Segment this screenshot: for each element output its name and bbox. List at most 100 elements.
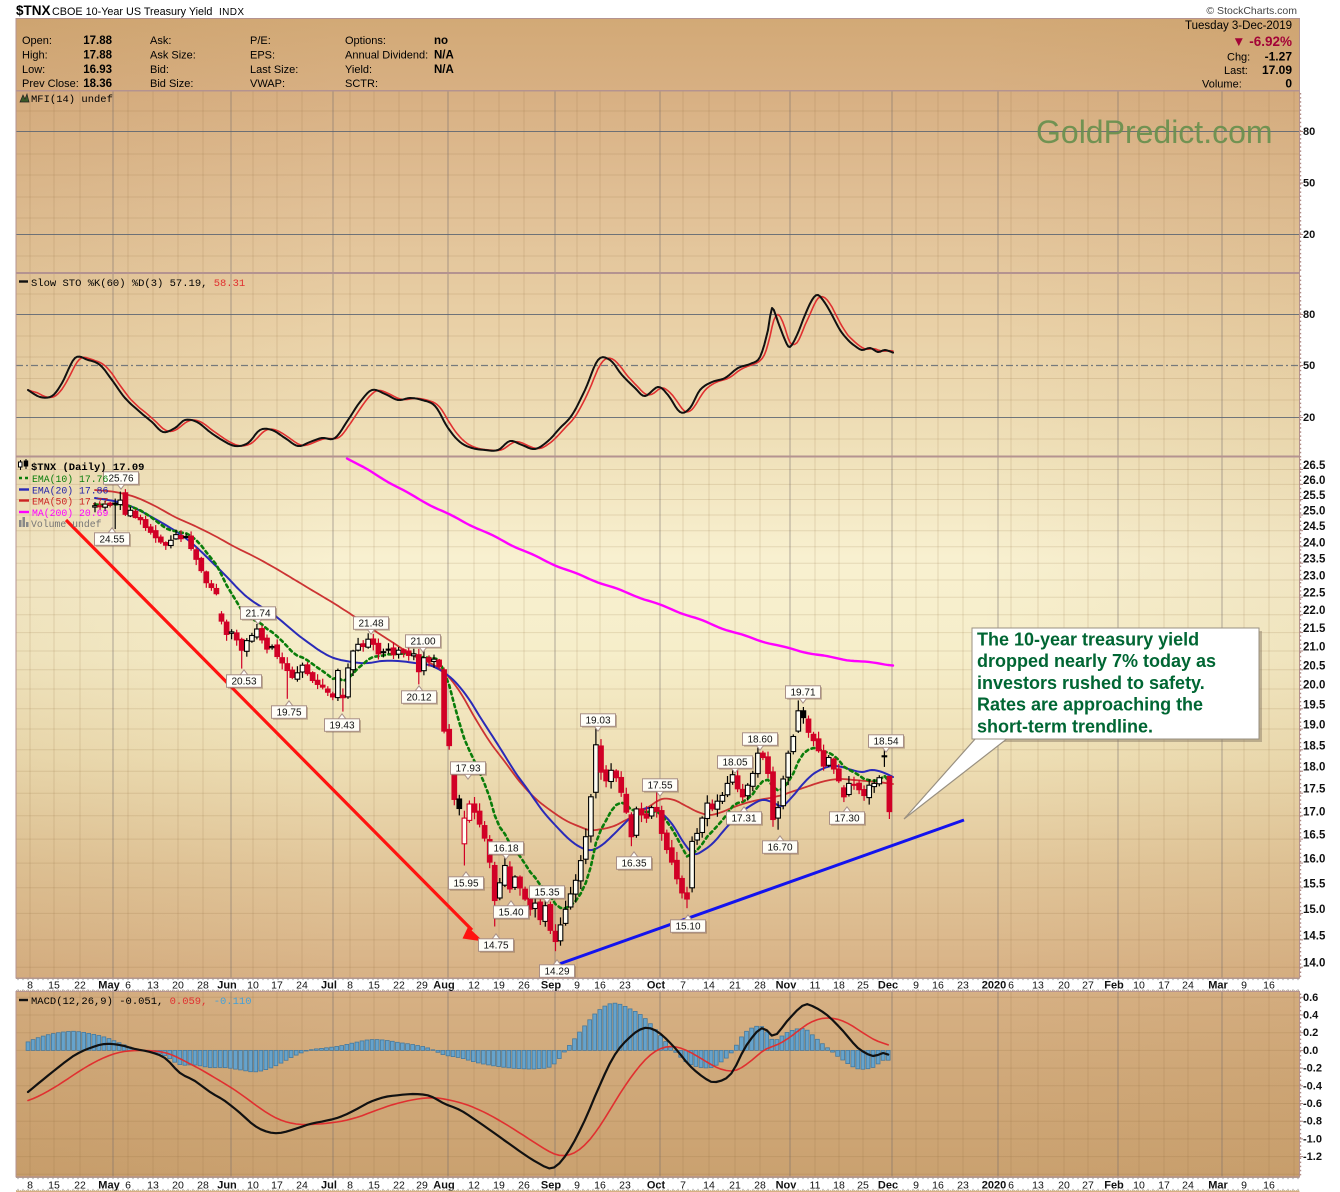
svg-text:18.60: 18.60	[747, 735, 772, 746]
svg-text:Bid:: Bid:	[150, 64, 169, 76]
svg-text:22.0: 22.0	[1303, 605, 1325, 617]
svg-text:Feb: Feb	[1104, 980, 1124, 992]
svg-text:16: 16	[1263, 980, 1275, 992]
svg-text:Prev Close:: Prev Close:	[22, 78, 79, 90]
svg-text:0.2: 0.2	[1303, 1027, 1318, 1039]
svg-text:Jun: Jun	[217, 1179, 237, 1191]
svg-text:11: 11	[810, 980, 821, 992]
svg-text:17.5: 17.5	[1303, 784, 1326, 796]
svg-text:17: 17	[1158, 1179, 1170, 1191]
svg-text:15: 15	[368, 980, 380, 992]
svg-text:24: 24	[1182, 1179, 1194, 1191]
svg-text:17.0: 17.0	[1303, 806, 1325, 818]
svg-text:24: 24	[1182, 980, 1194, 992]
svg-text:May: May	[98, 980, 120, 992]
svg-text:80: 80	[1303, 309, 1315, 321]
svg-text:investors rushed to safety.: investors rushed to safety.	[977, 673, 1205, 693]
svg-text:The 10-year treasury yield: The 10-year treasury yield	[977, 629, 1199, 649]
svg-text:15: 15	[48, 1179, 60, 1191]
svg-text:Jun: Jun	[217, 980, 237, 992]
svg-text:EPS:: EPS:	[250, 49, 275, 61]
svg-text:28: 28	[754, 1179, 766, 1191]
svg-text:23: 23	[957, 1179, 969, 1191]
svg-text:26: 26	[518, 1179, 530, 1191]
svg-text:24: 24	[296, 980, 308, 992]
svg-text:GoldPredict.com: GoldPredict.com	[1036, 114, 1273, 150]
svg-text:N/A: N/A	[434, 64, 454, 76]
svg-text:19.71: 19.71	[790, 688, 815, 699]
svg-text:17.55: 17.55	[647, 781, 672, 792]
svg-text:Dec: Dec	[878, 980, 898, 992]
svg-text:EMA(20) 17.86: EMA(20) 17.86	[32, 486, 109, 497]
svg-text:23: 23	[619, 980, 631, 992]
svg-text:13: 13	[1032, 1179, 1044, 1191]
svg-text:$TNX (Daily) 17.09: $TNX (Daily) 17.09	[31, 462, 144, 474]
svg-text:20: 20	[172, 980, 184, 992]
svg-text:50: 50	[1303, 360, 1315, 372]
svg-text:10: 10	[1133, 1179, 1145, 1191]
svg-text:EMA(10) 17.76: EMA(10) 17.76	[32, 474, 109, 485]
svg-text:21: 21	[729, 1179, 741, 1191]
svg-text:16.93: 16.93	[83, 64, 112, 76]
svg-text:17.93: 17.93	[455, 764, 480, 775]
svg-text:Last:: Last:	[1224, 65, 1248, 77]
svg-text:20: 20	[1058, 980, 1070, 992]
svg-text:14.5: 14.5	[1303, 930, 1326, 942]
svg-text:0: 0	[1285, 77, 1292, 91]
svg-text:16.0: 16.0	[1303, 854, 1325, 866]
svg-text:10: 10	[1133, 980, 1145, 992]
svg-text:Jul: Jul	[321, 980, 337, 992]
svg-text:22.5: 22.5	[1303, 588, 1326, 600]
svg-text:16: 16	[932, 1179, 944, 1191]
svg-text:18.54: 18.54	[873, 737, 898, 748]
svg-text:Nov: Nov	[776, 980, 798, 992]
svg-text:18.05: 18.05	[722, 758, 747, 769]
svg-text:23.0: 23.0	[1303, 571, 1325, 583]
svg-text:N/A: N/A	[434, 49, 454, 61]
svg-text:EMA(50) 17.77: EMA(50) 17.77	[32, 497, 109, 508]
svg-text:9: 9	[574, 980, 580, 992]
svg-text:21.74: 21.74	[245, 609, 270, 620]
svg-text:19.43: 19.43	[329, 721, 354, 732]
svg-text:Sep: Sep	[541, 980, 561, 992]
svg-text:Mar: Mar	[1208, 980, 1228, 992]
svg-text:20.5: 20.5	[1303, 660, 1326, 672]
svg-text:Volume:: Volume:	[1202, 79, 1242, 91]
svg-text:15.35: 15.35	[534, 888, 559, 899]
svg-text:16: 16	[594, 1179, 606, 1191]
svg-text:25.76: 25.76	[108, 474, 133, 485]
svg-text:no: no	[434, 35, 448, 47]
svg-text:P/E:: P/E:	[250, 35, 271, 47]
svg-text:2020: 2020	[982, 1179, 1006, 1191]
svg-text:23: 23	[619, 1179, 631, 1191]
svg-text:23.5: 23.5	[1303, 554, 1326, 566]
svg-text:20.12: 20.12	[406, 693, 431, 704]
svg-text:Tuesday 3-Dec-2019: Tuesday 3-Dec-2019	[1185, 20, 1292, 32]
svg-text:8: 8	[27, 980, 33, 992]
svg-text:Bid Size:: Bid Size:	[150, 78, 193, 90]
svg-text:0.059,: 0.059,	[170, 996, 208, 1008]
svg-text:25.0: 25.0	[1303, 506, 1325, 518]
svg-text:22: 22	[393, 980, 405, 992]
svg-text:8: 8	[347, 980, 353, 992]
svg-text:24.0: 24.0	[1303, 537, 1325, 549]
svg-text:15.95: 15.95	[453, 879, 478, 890]
svg-text:29: 29	[416, 1179, 428, 1191]
svg-text:14.29: 14.29	[544, 967, 569, 978]
svg-text:2020: 2020	[982, 980, 1006, 992]
svg-text:May: May	[98, 1179, 120, 1191]
svg-text:▼ -6.92%: ▼ -6.92%	[1232, 34, 1292, 49]
svg-text:Aug: Aug	[433, 980, 454, 992]
svg-text:16: 16	[1263, 1179, 1275, 1191]
svg-text:15.5: 15.5	[1303, 878, 1326, 890]
svg-text:28: 28	[754, 980, 766, 992]
svg-text:14: 14	[703, 1179, 715, 1191]
svg-text:22: 22	[393, 1179, 405, 1191]
svg-text:18: 18	[833, 980, 845, 992]
svg-text:16: 16	[594, 980, 606, 992]
svg-text:24.5: 24.5	[1303, 521, 1326, 533]
svg-text:9: 9	[1241, 980, 1247, 992]
svg-text:20: 20	[1058, 1179, 1070, 1191]
svg-text:15.40: 15.40	[498, 908, 523, 919]
svg-text:14.0: 14.0	[1303, 958, 1325, 970]
